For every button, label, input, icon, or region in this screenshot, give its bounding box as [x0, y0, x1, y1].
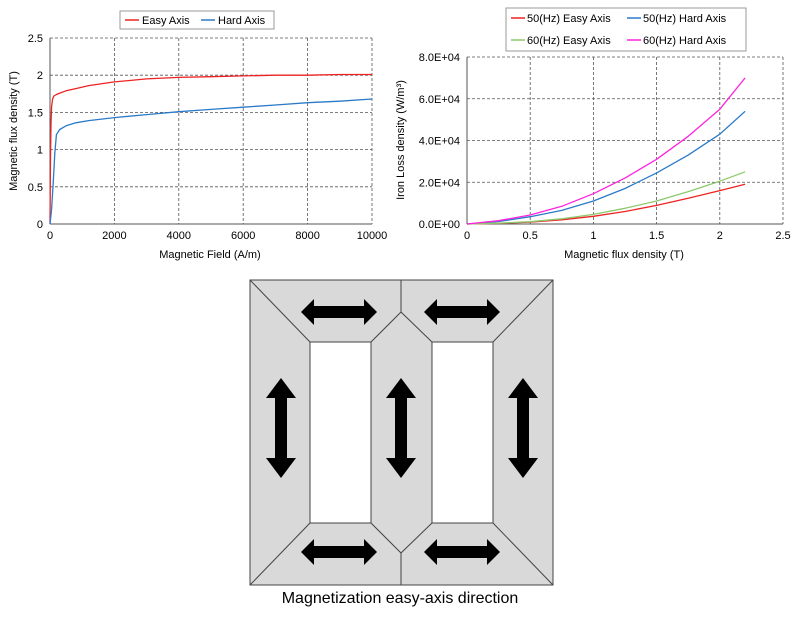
bh-curve-chart: Easy Axis Hard Axis Magnetic Field (A/m)…: [8, 10, 388, 261]
bh-y-tick-label: 0.5: [28, 182, 43, 194]
bh-x-tick-label: 2000: [102, 230, 126, 242]
core-window-left: [309, 341, 372, 524]
loss-legend: 50(Hz) Easy Axis 50(Hz) Hard Axis 60(Hz)…: [505, 7, 747, 52]
loss-y-tick-label: 4.0E+04: [419, 136, 460, 148]
top-left-arrow: [301, 299, 377, 325]
loss-x-tick-label: 2: [717, 230, 723, 242]
bh-legend: Easy Axis Hard Axis: [119, 10, 275, 30]
bottom-right-arrow: [424, 539, 500, 565]
core-segment-lines: [249, 279, 554, 586]
legend-label-easy-axis: Easy Axis: [142, 15, 190, 27]
loss-y-tick-label: 6.0E+04: [419, 94, 460, 106]
bh-x-tick-label: 8000: [295, 230, 319, 242]
legend-label-50hz-hard: 50(Hz) Hard Axis: [643, 13, 727, 25]
loss-series-50-hz-hard-axis: [466, 110, 746, 225]
bh-y-tick-label: 2: [37, 70, 43, 82]
loss-y-tick-label: 8.0E+04: [419, 52, 460, 64]
loss-series-50-hz-easy-axis: [466, 183, 746, 225]
loss-x-tick-label: 0: [464, 230, 470, 242]
bh-y-tick-label: 0: [37, 219, 43, 231]
loss-series-60-hz-easy-axis: [466, 171, 746, 225]
loss-y-tick-label: 0.0E+00: [419, 219, 460, 231]
transformer-core-diagram: [249, 279, 554, 586]
bh-y-tick-label: 1: [37, 145, 43, 157]
loss-x-tick-label: 0.5: [523, 230, 538, 242]
bh-y-tick-label: 1.5: [28, 107, 43, 119]
top-right-arrow: [424, 299, 500, 325]
legend-label-60hz-easy: 60(Hz) Easy Axis: [527, 35, 611, 47]
bh-y-tick-label: 2.5: [28, 33, 43, 45]
legend-label-hard-axis: Hard Axis: [218, 15, 266, 27]
loss-x-tick-label: 1: [590, 230, 596, 242]
bottom-left-arrow: [301, 539, 377, 565]
right-leg-arrow: [508, 378, 538, 478]
legend-label-60hz-hard: 60(Hz) Hard Axis: [643, 35, 727, 47]
loss-y-tick-label: 2.0E+04: [419, 177, 460, 189]
bh-y-axis-label: Magnetic flux density (T): [8, 71, 20, 191]
legend-label-50hz-easy: 50(Hz) Easy Axis: [527, 13, 611, 25]
loss-x-tick-label: 1.5: [649, 230, 664, 242]
bh-x-tick-label: 10000: [357, 230, 388, 242]
loss-x-axis-label: Magnetic flux density (T): [564, 249, 684, 261]
loss-series-60-hz-hard-axis: [466, 77, 746, 225]
left-leg-arrow: [266, 378, 296, 478]
bh-series-easy-axis: [49, 73, 372, 225]
bh-x-axis-label: Magnetic Field (A/m): [159, 249, 260, 261]
iron-loss-chart: 50(Hz) Easy Axis 50(Hz) Hard Axis 60(Hz)…: [395, 7, 791, 261]
bh-series-hard-axis: [49, 98, 373, 225]
bh-x-tick-label: 6000: [231, 230, 255, 242]
loss-y-axis-label: Iron Loss density (W/m³): [395, 80, 407, 200]
bh-x-tick-label: 4000: [167, 230, 191, 242]
bh-x-tick-label: 0: [47, 230, 53, 242]
diagram-caption: Magnetization easy-axis direction: [281, 590, 519, 607]
center-leg-arrow: [386, 378, 416, 478]
loss-x-tick-label: 2.5: [775, 230, 790, 242]
core-window-right: [431, 341, 494, 524]
